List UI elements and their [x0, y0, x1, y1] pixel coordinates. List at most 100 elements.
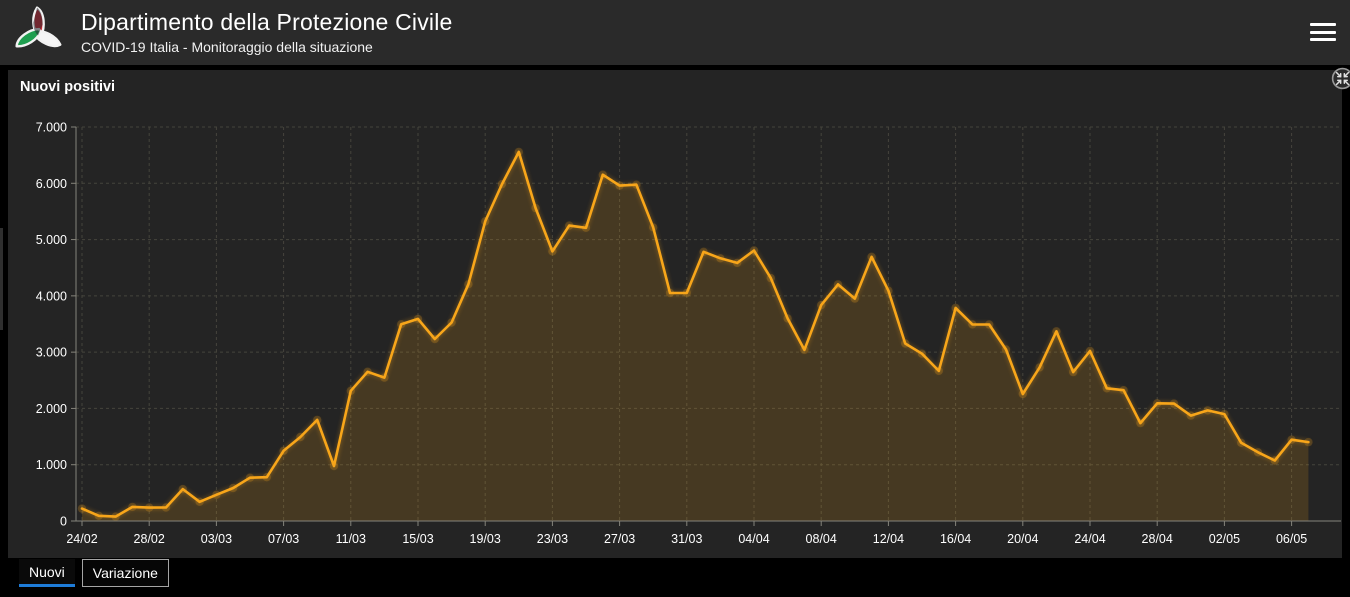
data-point [951, 303, 960, 313]
data-point [346, 386, 355, 395]
data-point [128, 502, 137, 512]
data-point [430, 334, 439, 344]
x-axis-label: 23/03 [537, 532, 568, 546]
data-point [867, 252, 876, 261]
data-point [649, 223, 658, 232]
data-point [1069, 367, 1078, 377]
data-point [1237, 438, 1246, 447]
data-point [968, 320, 977, 329]
bottom-tab-bar: Nuovi Variazione [19, 559, 169, 587]
data-point [749, 246, 759, 255]
data-point [615, 181, 624, 190]
data-point [716, 254, 725, 263]
data-point [1102, 384, 1112, 393]
tab-label: Nuovi [29, 563, 65, 580]
data-point [733, 258, 742, 268]
x-axis-label: 28/02 [134, 532, 165, 546]
y-axis-label: 0 [60, 515, 67, 529]
app-header: Dipartimento della Protezione Civile COV… [0, 0, 1350, 65]
x-axis-label: 15/03 [402, 532, 433, 546]
data-point [1001, 345, 1011, 354]
x-axis-label: 08/04 [806, 532, 837, 546]
data-point [565, 221, 574, 230]
tab-variazione[interactable]: Variazione [81, 559, 169, 587]
new-positives-chart: 0 1.000 2.000 3.000 4.000 5.000 6.000 7.000 24/0… [36, 121, 1341, 546]
data-point [901, 339, 910, 348]
x-axis-label: 20/04 [1007, 532, 1038, 546]
x-axis-label: 03/03 [201, 532, 232, 546]
x-axis-label: 28/04 [1142, 532, 1173, 546]
data-point [1035, 363, 1044, 372]
data-point [1253, 448, 1263, 457]
data-point [1220, 409, 1229, 419]
tab-label: Variazione [92, 565, 158, 581]
tab-nuovi[interactable]: Nuovi [19, 559, 75, 587]
data-point [632, 180, 641, 189]
x-axis-label: 19/03 [470, 532, 501, 546]
data-point [884, 286, 893, 295]
data-point [548, 247, 557, 256]
data-point [1203, 406, 1212, 415]
data-point [1085, 346, 1095, 356]
data-point [581, 223, 591, 232]
data-point [497, 179, 507, 189]
y-axis-label: 6.000 [36, 177, 67, 191]
x-axis-label: 24/04 [1074, 532, 1105, 546]
data-point [279, 446, 288, 455]
data-point [329, 461, 339, 471]
data-point [699, 247, 708, 256]
x-axis-label: 02/05 [1209, 532, 1240, 546]
data-point [833, 280, 843, 289]
x-axis-label: 31/03 [671, 532, 702, 546]
data-point [481, 217, 490, 226]
protezione-civile-logo-icon [10, 2, 66, 65]
data-point [313, 415, 322, 425]
x-axis-label: 04/04 [738, 532, 769, 546]
x-axis-label: 27/03 [604, 532, 635, 546]
y-axis-label: 4.000 [36, 289, 67, 303]
data-point [1136, 418, 1145, 428]
data-point [1169, 399, 1179, 408]
y-axis-label: 7.000 [36, 121, 67, 135]
series-line [80, 150, 1310, 518]
chart-title: Nuovi positivi [20, 79, 116, 95]
data-point [145, 503, 154, 512]
data-point [413, 314, 423, 324]
data-point [1018, 389, 1027, 399]
hamburger-menu-icon[interactable] [1310, 21, 1338, 43]
data-point [161, 503, 171, 512]
data-point [766, 273, 775, 283]
data-point [1052, 327, 1061, 336]
data-point [212, 490, 221, 499]
data-point [94, 511, 104, 520]
data-point [665, 288, 675, 298]
data-point [1153, 399, 1162, 408]
data-point [985, 320, 994, 329]
data-point [1186, 411, 1196, 420]
data-point [447, 318, 456, 327]
x-axis-label: 07/03 [268, 532, 299, 546]
data-point [850, 294, 859, 303]
data-point [531, 203, 540, 213]
collapse-arrows-icon[interactable] [1331, 67, 1350, 90]
data-point [1270, 456, 1280, 465]
header-titles: Dipartimento della Protezione Civile COV… [81, 9, 453, 55]
data-point [111, 512, 120, 521]
data-point [682, 288, 691, 298]
y-axis-label: 5.000 [36, 233, 67, 247]
data-point [178, 484, 187, 494]
data-point [380, 373, 389, 382]
data-point [229, 483, 238, 493]
left-panel-handle[interactable] [0, 228, 3, 330]
data-point [1119, 386, 1128, 395]
app-title: Dipartimento della Protezione Civile [81, 9, 453, 36]
data-point [397, 320, 406, 329]
x-axis-label: 12/04 [873, 532, 904, 546]
data-point [262, 473, 271, 482]
x-axis-label: 16/04 [940, 532, 971, 546]
data-point [800, 345, 809, 355]
y-axis-label: 3.000 [36, 346, 67, 360]
data-point [598, 170, 607, 179]
data-point [464, 280, 473, 289]
x-axis-label: 24/02 [66, 532, 97, 546]
